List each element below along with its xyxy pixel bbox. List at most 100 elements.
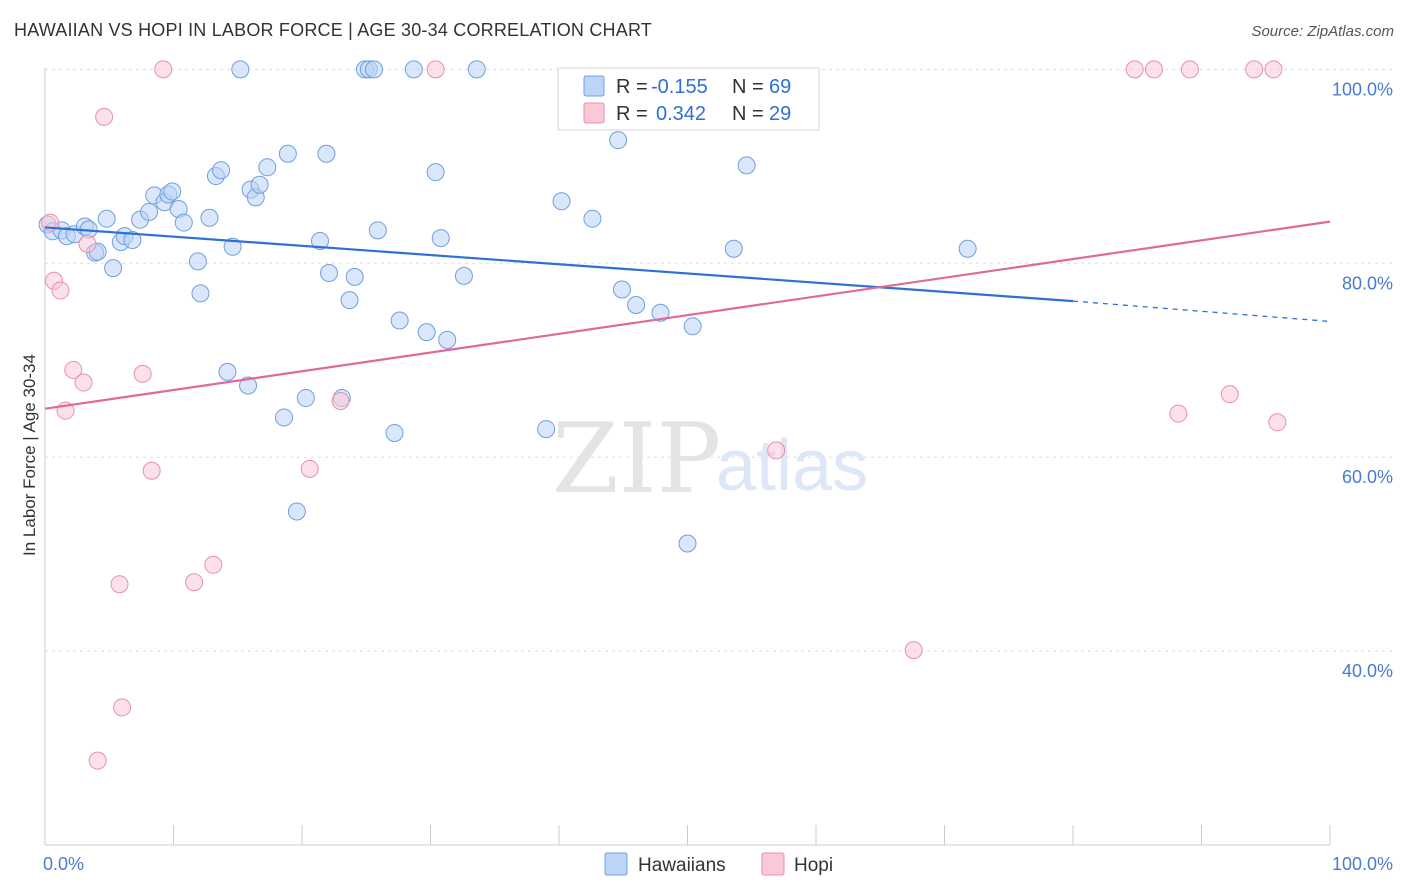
point-hopi xyxy=(64,360,83,379)
point-hopi xyxy=(1268,413,1287,432)
point-hopi xyxy=(74,373,93,392)
point-hawaiians xyxy=(275,408,294,427)
point-hawaiians xyxy=(612,280,631,299)
point-hopi xyxy=(204,555,223,574)
y-tick-label: 40.0% xyxy=(1342,661,1393,681)
point-hopi xyxy=(1144,60,1163,79)
point-hawaiians xyxy=(223,237,242,256)
trendline-hawaiians xyxy=(44,226,1074,303)
point-hawaiians xyxy=(319,263,338,282)
point-hawaiians xyxy=(287,502,306,521)
point-hopi xyxy=(904,641,923,660)
point-hopi xyxy=(1245,60,1264,79)
point-hopi xyxy=(133,364,152,383)
point-hawaiians xyxy=(583,209,602,228)
point-hopi xyxy=(95,107,114,126)
point-hawaiians xyxy=(258,158,277,177)
legend-n-label-hopi: N = xyxy=(732,103,764,125)
point-hopi xyxy=(51,281,70,300)
point-hopi xyxy=(1169,404,1188,423)
point-hawaiians xyxy=(438,330,457,349)
point-hawaiians xyxy=(278,144,297,163)
series-legend-swatch-hopi xyxy=(761,852,785,876)
point-hawaiians xyxy=(454,266,473,285)
legend-r-label-hopi: R = xyxy=(616,103,648,125)
y-tick-labels: 40.0% 60.0% 80.0% 100.0% xyxy=(1332,79,1393,681)
point-hawaiians xyxy=(737,156,756,175)
scatter-points xyxy=(38,60,1287,770)
point-hawaiians xyxy=(364,60,383,79)
y-tick-label: 80.0% xyxy=(1342,273,1393,293)
trend-lines xyxy=(44,220,1331,410)
legend-r-label-hawaiians: R = xyxy=(616,76,648,98)
point-hawaiians xyxy=(385,423,404,442)
point-hopi xyxy=(142,461,161,480)
point-hopi xyxy=(78,234,97,253)
point-hopi xyxy=(154,60,173,79)
point-hopi xyxy=(767,441,786,460)
point-hawaiians xyxy=(310,231,329,250)
x-tick-label-max: 100.0% xyxy=(1332,854,1393,874)
point-hawaiians xyxy=(431,229,450,248)
point-hawaiians xyxy=(390,311,409,330)
point-hopi xyxy=(1125,60,1144,79)
axes xyxy=(44,68,1331,846)
point-hawaiians xyxy=(345,267,364,286)
series-legend-label-hawaiians: Hawaiians xyxy=(638,855,726,876)
legend-swatch-hawaiians xyxy=(583,75,605,97)
point-hawaiians xyxy=(724,239,743,258)
point-hawaiians xyxy=(404,60,423,79)
point-hopi xyxy=(1220,385,1239,404)
point-hawaiians xyxy=(123,231,142,250)
legend-n-value-hopi: 29 xyxy=(769,103,791,125)
point-hawaiians xyxy=(537,420,556,439)
point-hawaiians xyxy=(467,60,486,79)
point-hawaiians xyxy=(340,291,359,310)
point-hawaiians xyxy=(683,317,702,336)
point-hawaiians xyxy=(317,144,336,163)
point-hawaiians xyxy=(678,534,697,553)
point-hopi xyxy=(88,751,107,770)
point-hawaiians xyxy=(140,202,159,221)
series-legend-swatch-hawaiians xyxy=(604,852,628,876)
point-hawaiians xyxy=(212,161,231,180)
legend-n-value-hawaiians: 69 xyxy=(769,76,791,98)
point-hopi xyxy=(331,391,350,410)
point-hopi xyxy=(426,60,445,79)
point-hawaiians xyxy=(609,131,628,150)
point-hawaiians xyxy=(627,295,646,314)
point-hawaiians xyxy=(368,221,387,240)
trendline-hopi xyxy=(44,220,1331,410)
series-legend: Hawaiians Hopi xyxy=(604,852,833,876)
point-hopi xyxy=(113,698,132,717)
grid-lines xyxy=(45,68,1395,652)
watermark-zip: ZIP xyxy=(552,403,721,515)
point-hawaiians xyxy=(426,163,445,182)
point-hawaiians xyxy=(104,259,123,278)
trendline-hawaiians-extension xyxy=(1072,300,1331,323)
point-hopi xyxy=(300,459,319,478)
x-tick-label-min: 0.0% xyxy=(43,854,84,874)
point-hopi xyxy=(185,573,204,592)
chart-source: Source: ZipAtlas.com xyxy=(1251,23,1394,40)
legend-r-value-hopi: 0.342 xyxy=(656,103,706,125)
y-tick-label: 100.0% xyxy=(1332,79,1393,99)
stats-legend: R = -0.155 N = 69 R = 0.342 N = 29 xyxy=(557,67,820,131)
point-hawaiians xyxy=(231,60,250,79)
point-hawaiians xyxy=(200,208,219,227)
watermark-atlas: atlas xyxy=(716,426,868,506)
point-hawaiians xyxy=(239,376,258,395)
point-hopi xyxy=(1180,60,1199,79)
watermark: ZIP atlas xyxy=(552,403,868,515)
x-tick-labels: 0.0% 100.0% xyxy=(43,854,1393,874)
point-hopi xyxy=(1264,60,1283,79)
y-tick-label: 60.0% xyxy=(1342,467,1393,487)
point-hawaiians xyxy=(296,389,315,408)
point-hawaiians xyxy=(651,303,670,322)
legend-r-value-hawaiians: -0.155 xyxy=(651,76,708,98)
point-hawaiians xyxy=(250,175,269,194)
point-hawaiians xyxy=(218,362,237,381)
point-hawaiians xyxy=(417,323,436,342)
legend-n-label-hawaiians: N = xyxy=(732,76,764,98)
